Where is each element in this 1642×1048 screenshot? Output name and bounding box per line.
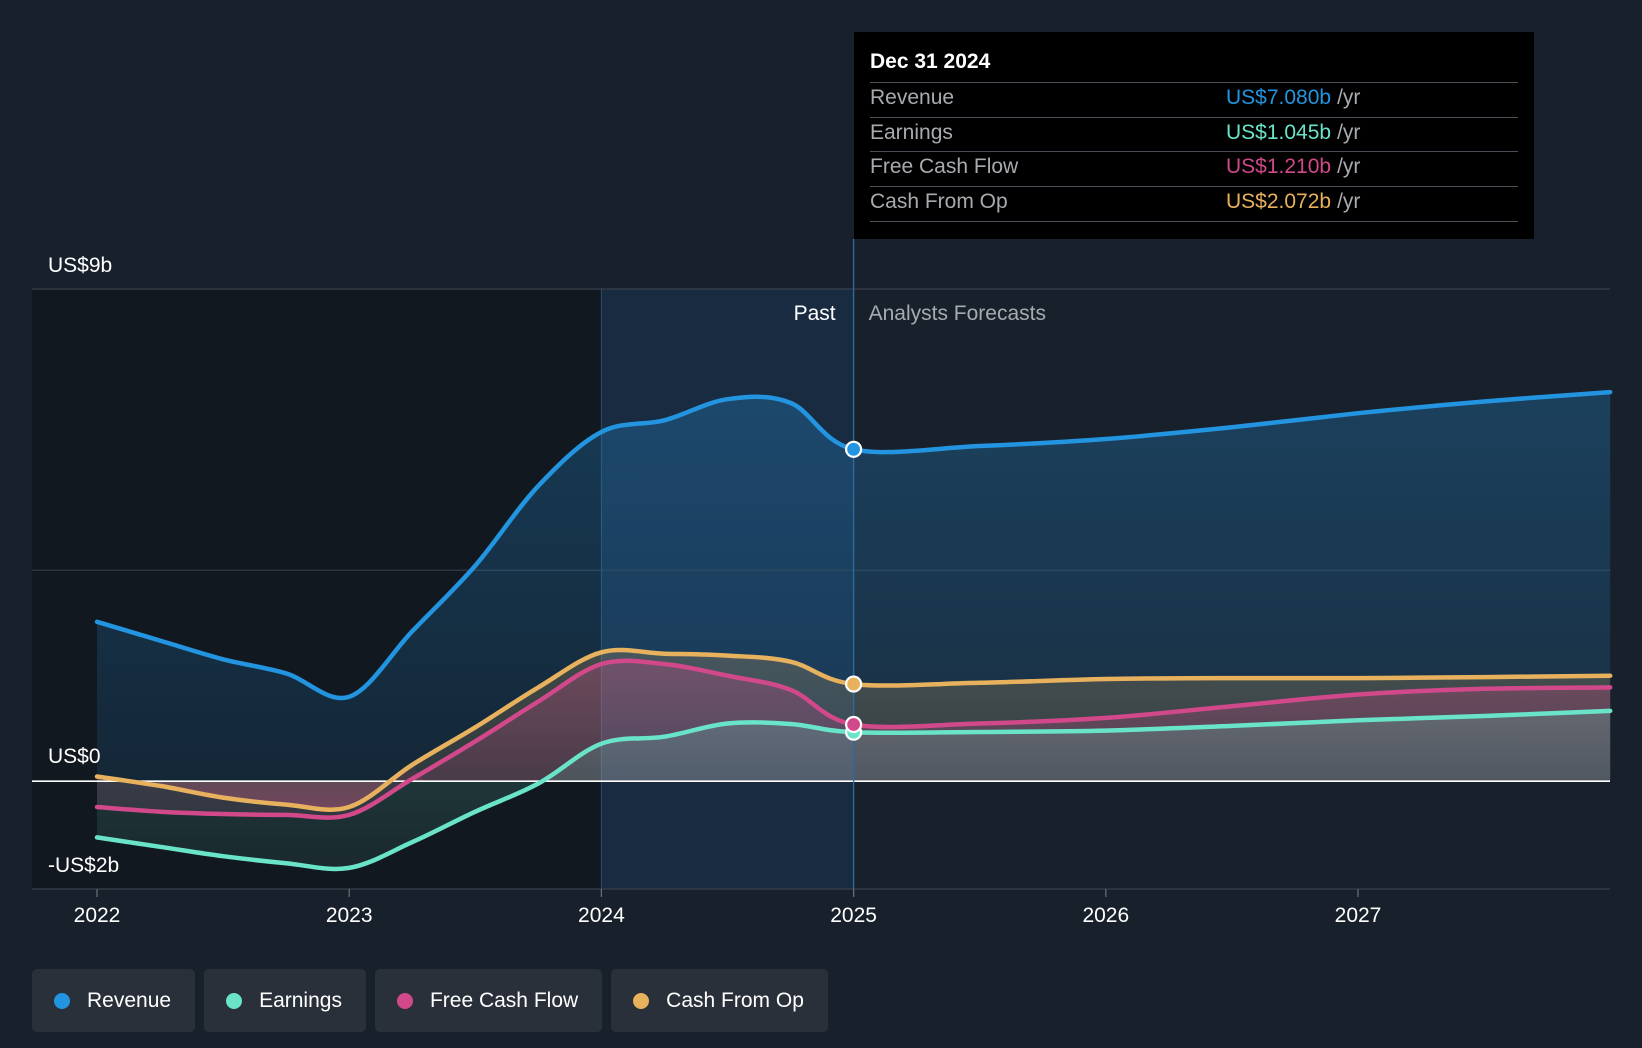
tooltip-row-cash-from-op: Cash From Op US$2.072b/yr — [870, 186, 1518, 222]
x-tick-label: 2023 — [326, 904, 373, 927]
tooltip-label: Cash From Op — [870, 190, 1008, 213]
legend-label: Revenue — [87, 988, 172, 1012]
legend-label: Free Cash Flow — [429, 988, 579, 1012]
x-tick-label: 2025 — [830, 904, 877, 927]
past-label: Past — [794, 302, 836, 325]
tooltip-value: US$1.210b/yr — [1226, 155, 1361, 178]
free-cash-flow-dot-icon — [396, 992, 413, 1009]
earnings-line — [94, 708, 1613, 872]
tooltip-date: Dec 31 2024 — [870, 50, 991, 73]
cash-from-op-dot-icon — [633, 992, 650, 1009]
tooltip-value: US$7.080b/yr — [1226, 86, 1361, 109]
tooltip-row-earnings: Earnings US$1.045b/yr — [870, 117, 1518, 152]
legend-label: Earnings — [259, 988, 342, 1012]
revenue-line — [94, 389, 1613, 701]
legend-item-free-cash-flow[interactable]: Free Cash Flow — [374, 969, 603, 1032]
tooltip-label: Earnings — [870, 121, 953, 144]
legend-item-earnings[interactable]: Earnings — [204, 969, 366, 1032]
x-tick-label: 2027 — [1335, 904, 1382, 927]
legend-item-cash-from-op[interactable]: Cash From Op — [611, 969, 828, 1032]
tooltip-label: Free Cash Flow — [870, 155, 1019, 178]
tooltip-row-free-cash-flow: Free Cash Flow US$1.210b/yr — [870, 151, 1518, 186]
tooltip: Dec 31 2024 Revenue US$7.080b/yr Earning… — [854, 32, 1534, 239]
tooltip-label: Revenue — [870, 86, 955, 109]
legend-label: Cash From Op — [666, 988, 804, 1012]
legend-item-revenue[interactable]: Revenue — [32, 969, 196, 1032]
forecast-label: Analysts Forecasts — [869, 302, 1046, 325]
tooltip-value: US$1.045b/yr — [1226, 121, 1361, 144]
x-tick-label: 2022 — [74, 904, 121, 927]
cash-from-op-line — [94, 647, 1613, 812]
revenue-dot-icon — [54, 992, 70, 1009]
revenue-marker — [844, 440, 863, 458]
x-tick-label: 2026 — [1082, 904, 1129, 927]
free-cash-flow-line — [94, 658, 1613, 820]
negative-area — [97, 764, 425, 810]
free-cash-flow-marker — [844, 715, 863, 734]
legend: Revenue Earnings Free Cash Flow Cash Fro… — [32, 969, 828, 1032]
earnings-dot-icon — [226, 992, 243, 1009]
x-tick-label: 2024 — [578, 904, 625, 927]
y-label-bottom: -US$2b — [48, 854, 119, 877]
tooltip-row-revenue: Revenue US$7.080b/yr — [870, 82, 1518, 117]
earnings-area — [97, 710, 1611, 869]
y-label-zero: US$0 — [48, 745, 101, 768]
cash-from-op-marker — [844, 675, 863, 693]
tooltip-value: US$2.072b/yr — [1226, 190, 1361, 213]
y-label-top: US$9b — [48, 254, 112, 277]
